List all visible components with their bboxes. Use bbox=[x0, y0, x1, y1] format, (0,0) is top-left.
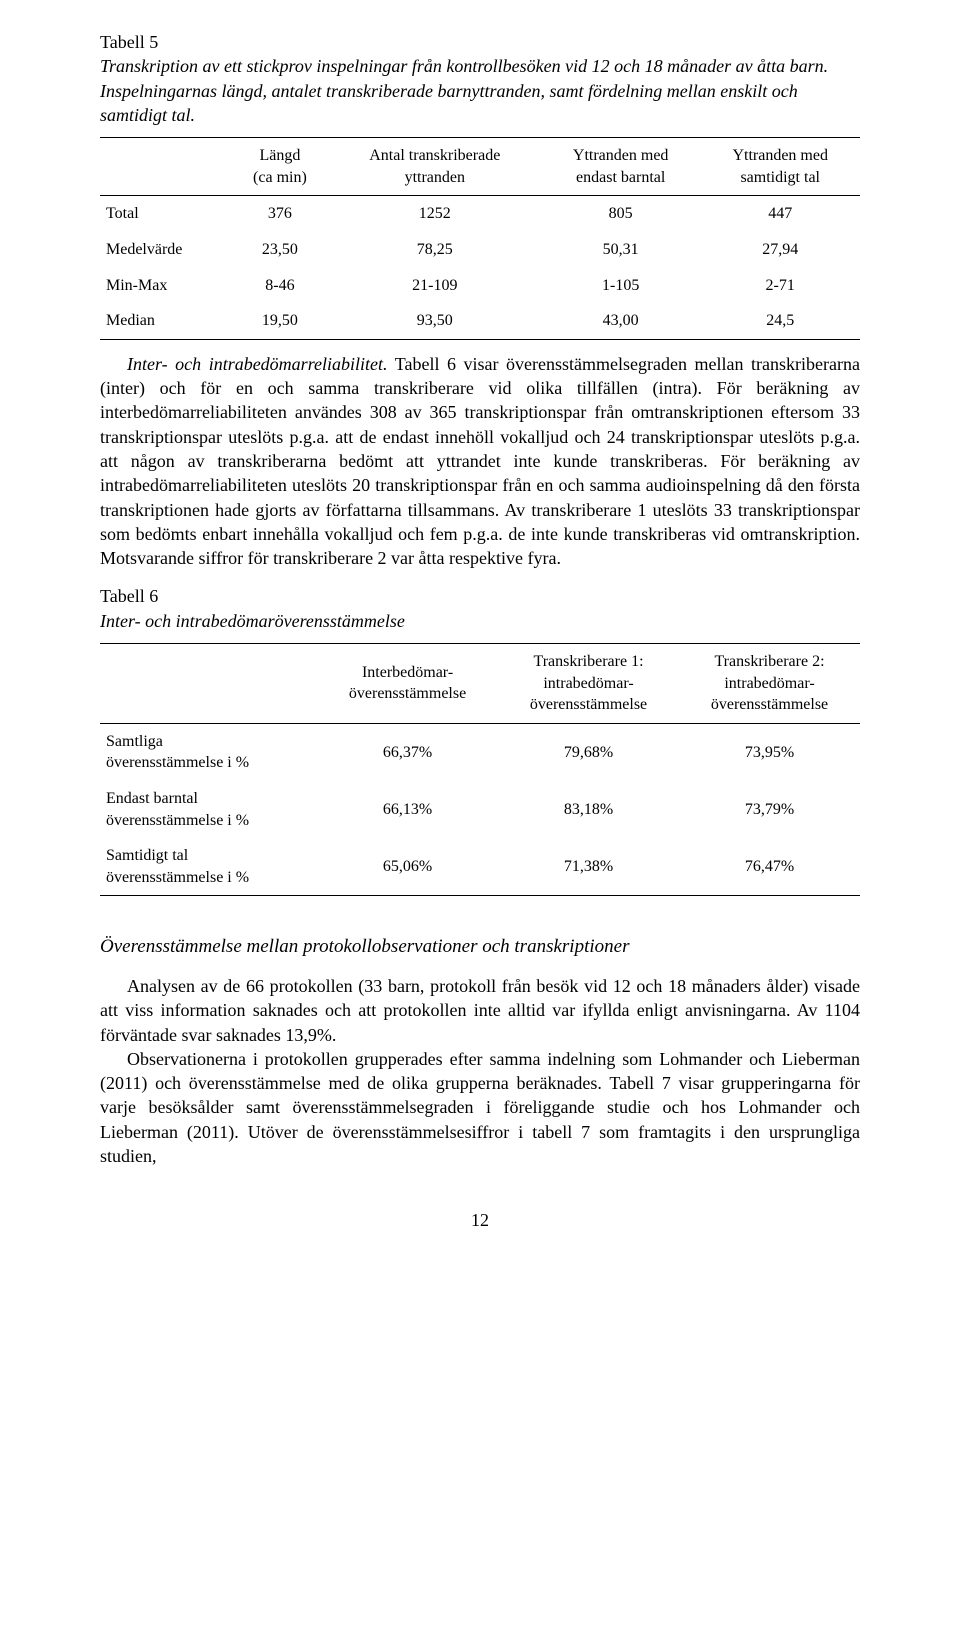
table-row: Median 19,50 93,50 43,00 24,5 bbox=[100, 303, 860, 339]
table6-header-row: Interbedömar-överensstämmelse Transkribe… bbox=[100, 644, 860, 724]
table-row: Samtligaöverensstämmelse i % 66,37% 79,6… bbox=[100, 723, 860, 781]
table5-r2-label: Min-Max bbox=[100, 268, 231, 304]
table-row: Samtidigt talöverensstämmelse i % 65,06%… bbox=[100, 838, 860, 896]
table6-r2-label: Samtidigt talöverensstämmelse i % bbox=[100, 838, 317, 896]
table5-caption: Transkription av ett stickprov inspelnin… bbox=[100, 54, 860, 127]
table5-label: Tabell 5 bbox=[100, 30, 860, 54]
table5-h0 bbox=[100, 138, 231, 196]
table6-h3: Transkriberare 2:intrabedömar-överensstä… bbox=[679, 644, 860, 724]
table5-r2-c1: 8-46 bbox=[231, 268, 329, 304]
table5-r1-c2: 78,25 bbox=[329, 232, 541, 268]
table6-r1-label: Endast barntalöverensstämmelse i % bbox=[100, 781, 317, 838]
table5-r3-label: Median bbox=[100, 303, 231, 339]
paragraph-1-rest: Tabell 6 visar överensstämmelsegraden me… bbox=[100, 354, 860, 568]
table5-r3-c2: 93,50 bbox=[329, 303, 541, 339]
table-row: Medelvärde 23,50 78,25 50,31 27,94 bbox=[100, 232, 860, 268]
table5-r0-label: Total bbox=[100, 196, 231, 232]
table-row: Endast barntalöverensstämmelse i % 66,13… bbox=[100, 781, 860, 838]
table6-r0-c1: 66,37% bbox=[317, 723, 498, 781]
table5-r1-c1: 23,50 bbox=[231, 232, 329, 268]
paragraph-1-lead: Inter- och intrabedömarreliabilitet. bbox=[127, 354, 388, 374]
table5-r3-c4: 24,5 bbox=[700, 303, 860, 339]
table5-h3: Yttranden medendast barntal bbox=[541, 138, 701, 196]
table5-h2: Antal transkriberadeyttranden bbox=[329, 138, 541, 196]
table6-r0-c3: 73,95% bbox=[679, 723, 860, 781]
table5-r0-c2: 1252 bbox=[329, 196, 541, 232]
table6-r0-label: Samtligaöverensstämmelse i % bbox=[100, 723, 317, 781]
section-heading: Överensstämmelse mellan protokollobserva… bbox=[100, 934, 860, 960]
table-row: Min-Max 8-46 21-109 1-105 2-71 bbox=[100, 268, 860, 304]
table5-r0-c4: 447 bbox=[700, 196, 860, 232]
paragraph-1: Inter- och intrabedömarreliabilitet. Tab… bbox=[100, 352, 860, 571]
table6-r1-c2: 83,18% bbox=[498, 781, 679, 838]
table6-r2-c3: 76,47% bbox=[679, 838, 860, 896]
table6-r2-c1: 65,06% bbox=[317, 838, 498, 896]
table5: Längd(ca min) Antal transkriberadeyttran… bbox=[100, 137, 860, 340]
table5-header-row: Längd(ca min) Antal transkriberadeyttran… bbox=[100, 138, 860, 196]
table5-r0-c1: 376 bbox=[231, 196, 329, 232]
document-page: Tabell 5 Transkription av ett stickprov … bbox=[100, 30, 860, 1233]
table6-h2: Transkriberare 1:intrabedömar-överensstä… bbox=[498, 644, 679, 724]
table6-caption: Inter- och intrabedömaröverensstämmelse bbox=[100, 609, 860, 633]
table5-r2-c3: 1-105 bbox=[541, 268, 701, 304]
table6-r2-c2: 71,38% bbox=[498, 838, 679, 896]
table5-r1-label: Medelvärde bbox=[100, 232, 231, 268]
table6-h1: Interbedömar-överensstämmelse bbox=[317, 644, 498, 724]
table5-r0-c3: 805 bbox=[541, 196, 701, 232]
table-row: Total 376 1252 805 447 bbox=[100, 196, 860, 232]
table5-r1-c4: 27,94 bbox=[700, 232, 860, 268]
table6-r0-c2: 79,68% bbox=[498, 723, 679, 781]
table5-h1: Längd(ca min) bbox=[231, 138, 329, 196]
table6-r1-c3: 73,79% bbox=[679, 781, 860, 838]
page-number: 12 bbox=[100, 1208, 860, 1232]
table5-r3-c1: 19,50 bbox=[231, 303, 329, 339]
table5-r3-c3: 43,00 bbox=[541, 303, 701, 339]
table6: Interbedömar-överensstämmelse Transkribe… bbox=[100, 643, 860, 896]
table6-r1-c1: 66,13% bbox=[317, 781, 498, 838]
table6-h0 bbox=[100, 644, 317, 724]
table5-r2-c4: 2-71 bbox=[700, 268, 860, 304]
table6-label: Tabell 6 bbox=[100, 584, 860, 608]
table5-h4: Yttranden medsamtidigt tal bbox=[700, 138, 860, 196]
table5-r2-c2: 21-109 bbox=[329, 268, 541, 304]
table5-r1-c3: 50,31 bbox=[541, 232, 701, 268]
paragraph-3: Observationerna i protokollen grupperade… bbox=[100, 1047, 860, 1168]
paragraph-2: Analysen av de 66 protokollen (33 barn, … bbox=[100, 974, 860, 1047]
